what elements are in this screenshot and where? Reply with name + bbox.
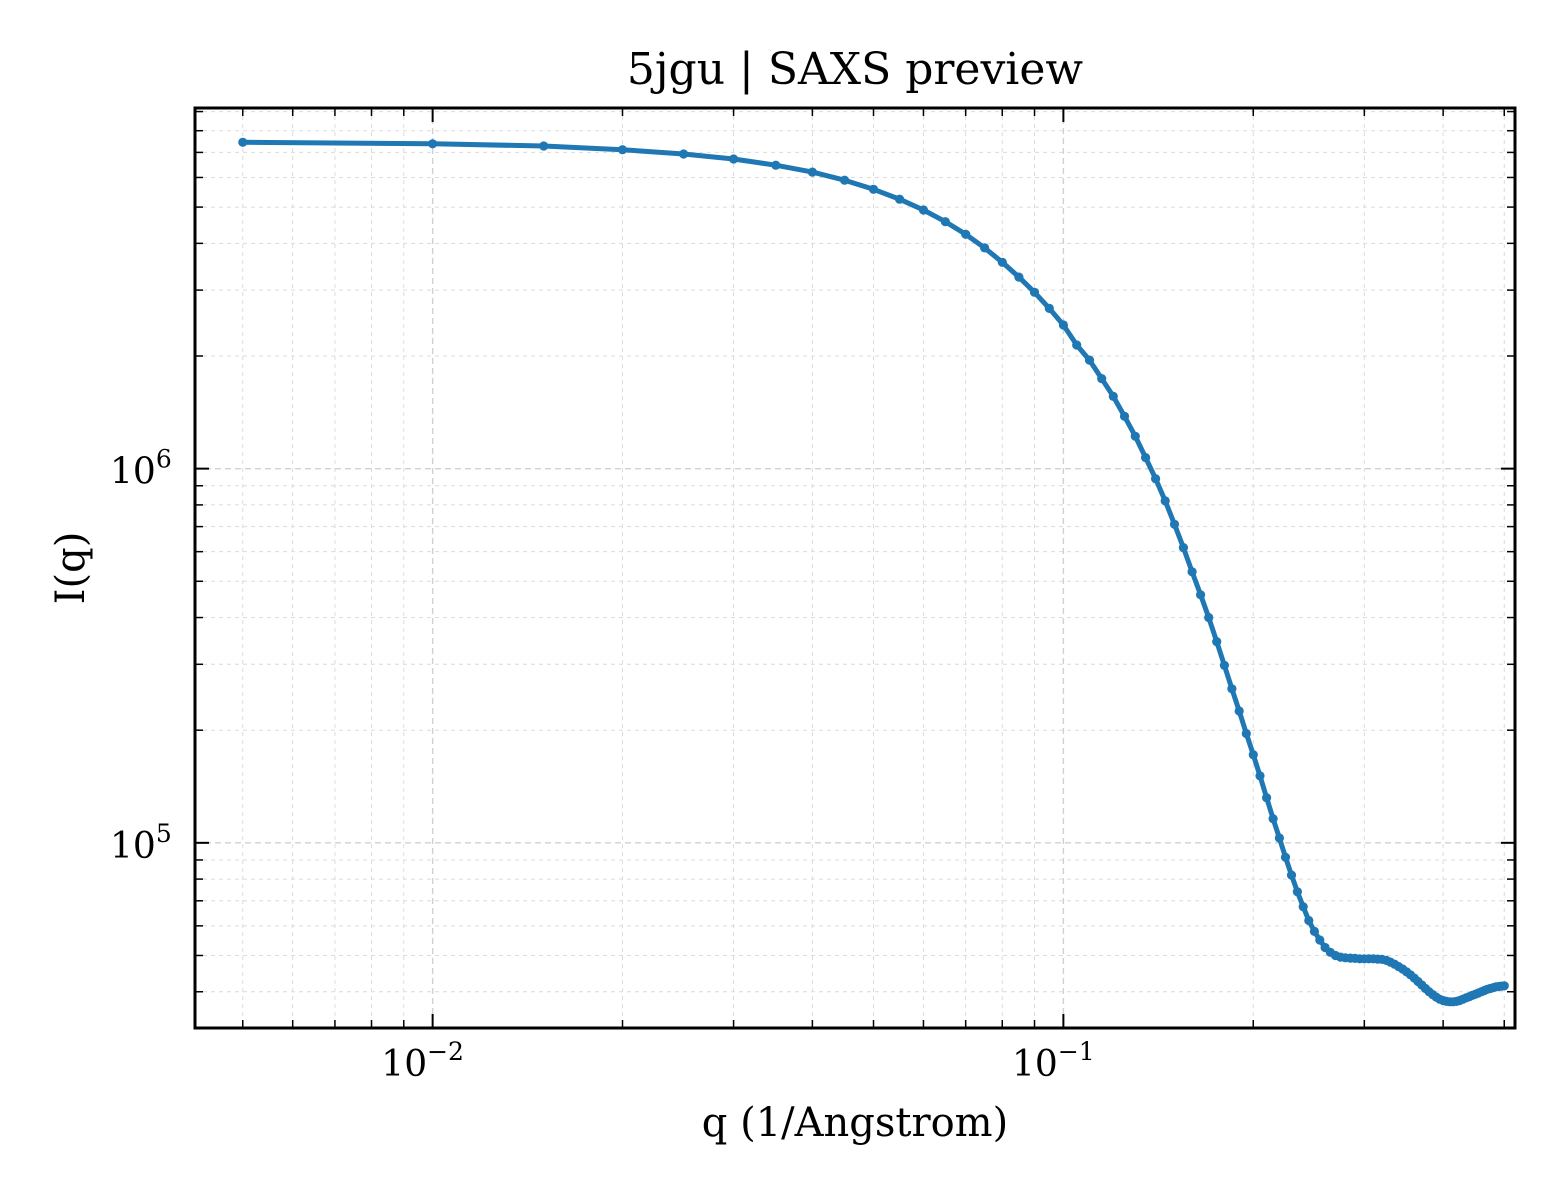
x-tick-label: 10−1 — [1012, 1037, 1095, 1085]
data-point — [1160, 496, 1170, 506]
data-point — [1119, 411, 1130, 421]
data-point — [1029, 287, 1040, 297]
x-tick-labels: 10−2 10−1 — [381, 1037, 1094, 1085]
data-point — [1286, 870, 1297, 880]
data-point — [961, 229, 971, 239]
data-point — [1196, 590, 1206, 600]
data-point — [997, 257, 1007, 267]
data-point — [1298, 902, 1308, 912]
data-point — [1072, 340, 1082, 350]
data-point — [1212, 637, 1222, 647]
data-point — [1219, 660, 1229, 671]
axis-ticks — [195, 108, 1515, 1028]
data-point — [895, 194, 905, 204]
data-point — [1234, 706, 1244, 716]
data-point — [1130, 431, 1140, 441]
data-point — [1274, 833, 1284, 843]
plot-frame — [193, 106, 1517, 1030]
y-tick-label: 105 — [110, 819, 172, 867]
grid-layer — [195, 108, 1515, 1028]
data-point — [617, 145, 628, 155]
data-point — [1014, 272, 1024, 282]
data-point — [1141, 453, 1151, 463]
data-point — [1204, 612, 1214, 623]
data-point — [1499, 981, 1509, 991]
x-tick-label: 10−2 — [381, 1037, 464, 1085]
data-point — [1108, 391, 1118, 401]
data-point — [980, 243, 990, 253]
data-point — [940, 217, 951, 227]
data-series — [238, 137, 1509, 1007]
data-point — [1315, 935, 1325, 945]
data-point — [868, 184, 879, 194]
data-point — [729, 154, 739, 164]
data-point — [1292, 887, 1302, 897]
data-point — [1309, 926, 1319, 937]
data-point — [238, 137, 248, 147]
y-axis-label: I(q) — [48, 532, 94, 605]
data-point — [1268, 814, 1278, 824]
data-point — [1084, 355, 1095, 365]
data-point — [1169, 519, 1180, 529]
data-point — [1255, 771, 1265, 781]
y-tick-label: 106 — [110, 445, 172, 493]
x-axis-label: q (1/Angstrom) — [702, 1100, 1008, 1146]
data-point — [1280, 852, 1291, 862]
data-point — [1304, 915, 1314, 926]
data-point — [1262, 793, 1272, 803]
data-point — [1178, 543, 1188, 553]
data-point — [1058, 320, 1068, 330]
data-point — [679, 149, 689, 159]
data-point — [1044, 303, 1054, 313]
data-point — [840, 175, 850, 185]
data-point — [1097, 374, 1107, 384]
data-point — [1241, 728, 1251, 739]
data-point — [918, 205, 929, 215]
data-point — [539, 141, 549, 151]
data-point — [771, 160, 781, 170]
data-point — [1151, 474, 1161, 484]
chart-title: 5jgu | SAXS preview — [627, 44, 1084, 95]
data-point — [1248, 750, 1258, 760]
data-point — [428, 139, 438, 149]
data-point — [807, 167, 818, 177]
y-tick-labels: 105 106 — [110, 445, 172, 867]
data-point — [1227, 684, 1237, 694]
data-point — [1187, 567, 1197, 577]
